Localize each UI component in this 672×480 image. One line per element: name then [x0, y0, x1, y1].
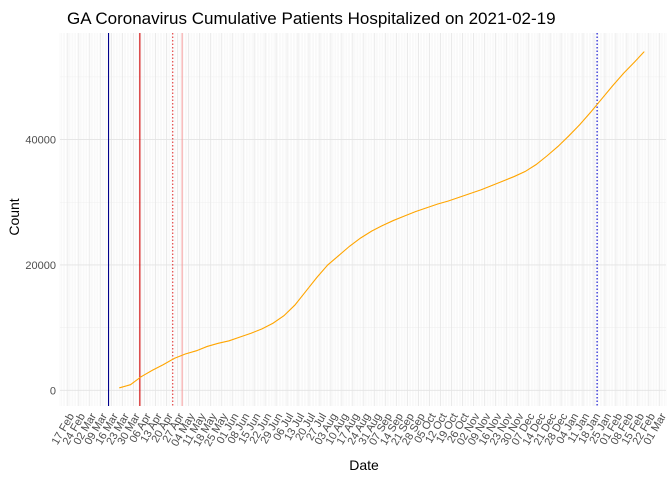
data-point: [623, 72, 625, 74]
data-point: [404, 215, 405, 217]
data-point: [130, 384, 131, 386]
data-point: [568, 135, 570, 137]
chart-title: GA Coronavirus Cumulative Patients Hospi…: [67, 9, 556, 28]
plot-panel: [60, 33, 666, 406]
minor-gridlines: [59, 33, 667, 406]
data-point: [371, 230, 373, 232]
data-point: [206, 346, 208, 347]
data-point: [502, 180, 504, 182]
data-point: [535, 164, 537, 166]
data-point: [327, 264, 329, 266]
y-axis-title: Count: [6, 198, 22, 235]
data-point: [184, 353, 186, 355]
data-point: [272, 322, 274, 324]
data-point: [382, 225, 383, 226]
data-point: [349, 245, 351, 247]
data-point: [228, 340, 230, 342]
data-point: [141, 376, 142, 377]
data-point: [217, 342, 219, 344]
data-point: [294, 304, 296, 306]
data-point: [557, 146, 559, 147]
y-tick-label: 20000: [25, 260, 56, 272]
data-point: [601, 98, 603, 100]
data-point: [316, 277, 318, 278]
data-point: [393, 220, 394, 221]
y-tick-label: 40000: [25, 135, 56, 147]
data-point: [634, 61, 636, 63]
data-point: [239, 336, 241, 338]
data-point: [119, 387, 120, 389]
y-tick-labels: 0 20000 40000: [25, 135, 56, 398]
data-point: [643, 51, 645, 53]
data-point: [195, 350, 197, 352]
data-point: [590, 111, 592, 113]
y-tick-label: 0: [50, 385, 56, 397]
data-point: [415, 211, 416, 213]
data-point: [283, 315, 285, 317]
data-point: [513, 176, 515, 177]
major-gridlines: [60, 33, 666, 406]
data-point: [436, 203, 438, 205]
data-point: [524, 171, 526, 172]
data-point: [546, 155, 548, 157]
data-point: [426, 207, 427, 209]
data-point: [162, 364, 164, 366]
data-point: [151, 369, 153, 371]
data-point: [250, 332, 252, 334]
series-layer: [119, 51, 645, 389]
x-axis-title: Date: [349, 457, 379, 473]
data-point: [480, 189, 482, 191]
data-point: [491, 184, 493, 186]
data-point: [579, 124, 581, 125]
data-point: [458, 196, 460, 198]
data-point: [360, 237, 362, 239]
event-lines: [107, 33, 598, 406]
data-point: [469, 193, 471, 194]
data-point: [612, 85, 614, 87]
data-point: [338, 255, 340, 256]
data-point: [305, 290, 307, 292]
data-point: [173, 357, 175, 359]
data-point: [261, 328, 263, 330]
data-point: [447, 200, 449, 202]
